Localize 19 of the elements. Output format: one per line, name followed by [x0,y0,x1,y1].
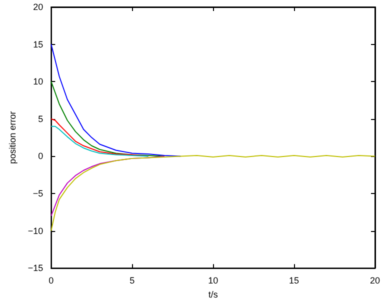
line-series [50,154,376,232]
x-tick-label: 0 [48,276,54,286]
y-tick-label: 15 [33,39,44,50]
line-series [50,44,182,157]
y-tick-label: 5 [38,114,44,124]
y-axis-title: position error [8,111,18,164]
y-tick-label: 0 [38,151,44,162]
line-series [50,81,166,157]
x-tick-label: 20 [370,276,380,286]
x-axis-title: t/s [208,290,218,300]
y-tick-label: 20 [33,2,44,12]
x-tick-label: 10 [208,276,218,286]
y-tick-label: −5 [32,188,44,198]
x-tick-label: 5 [130,276,135,286]
y-tick-label: 10 [33,76,44,87]
y-tick-label: −10 [28,226,44,236]
y-tick-label: −15 [28,263,44,274]
line-series [50,126,149,157]
x-tick-label: 15 [289,276,300,286]
